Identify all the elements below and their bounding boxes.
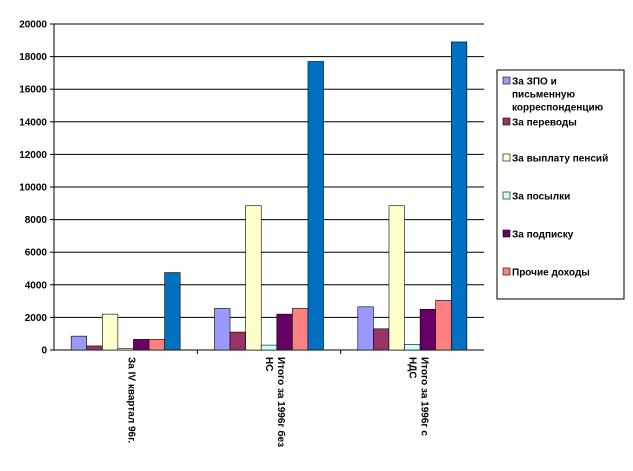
bar bbox=[117, 348, 134, 351]
bar bbox=[450, 41, 468, 351]
bar bbox=[164, 272, 181, 351]
legend-entry: За переводы bbox=[512, 118, 577, 129]
y-tick-label: 2000 bbox=[25, 313, 48, 324]
legend-swatch bbox=[502, 76, 511, 85]
category-label: Итого за 1996г с bbox=[418, 357, 429, 436]
legend-entry: За посылки bbox=[512, 192, 570, 203]
bar bbox=[388, 205, 405, 351]
legend: За ЗПО и письменную корреспонденцию За пере… bbox=[496, 69, 625, 300]
y-tick-label: 18000 bbox=[19, 52, 47, 63]
y-tick-label: 14000 bbox=[19, 117, 47, 128]
category-label: Итого за 1996г без bbox=[275, 357, 287, 447]
legend-entry: письменную bbox=[512, 90, 575, 101]
legend-swatch bbox=[502, 267, 511, 276]
legend-entry: Прочие доходы bbox=[512, 268, 590, 279]
legend-entry: корреспонденцию bbox=[512, 103, 604, 114]
legend-box bbox=[496, 69, 625, 300]
bar bbox=[419, 308, 437, 351]
legend-swatch bbox=[502, 229, 511, 238]
axes bbox=[50, 23, 484, 354]
legend-swatch bbox=[502, 153, 511, 162]
y-tick-label: 10000 bbox=[19, 183, 47, 194]
legend-swatch bbox=[502, 191, 511, 200]
y-tick-labels: 0 2000 4000 6000 8000 10000 12000 14000 16000 180… bbox=[19, 20, 47, 357]
category-label: За IV квартал 96г. bbox=[126, 357, 137, 443]
bar bbox=[214, 308, 231, 351]
category-label: НДС bbox=[406, 357, 417, 379]
y-tick-label: 16000 bbox=[19, 85, 47, 96]
bar bbox=[260, 344, 278, 351]
category-label: НС bbox=[263, 357, 274, 371]
y-tick-label: 0 bbox=[41, 346, 47, 357]
bar bbox=[148, 339, 165, 351]
legend-entry: За ЗПО и bbox=[512, 77, 557, 88]
bar bbox=[133, 339, 150, 351]
bar bbox=[404, 343, 421, 351]
bar bbox=[373, 328, 390, 351]
bar bbox=[229, 331, 246, 351]
bar bbox=[276, 313, 293, 351]
bar bbox=[292, 308, 309, 351]
y-tick-label: 8000 bbox=[25, 215, 48, 226]
legend-entry: За выплату пенсий bbox=[512, 154, 608, 165]
bar bbox=[70, 335, 88, 351]
bar bbox=[101, 313, 119, 351]
y-tick-label: 4000 bbox=[25, 280, 48, 291]
bar bbox=[245, 205, 262, 351]
y-tick-label: 12000 bbox=[19, 150, 47, 161]
legend-swatch bbox=[502, 117, 511, 126]
legend-entry: За подписку bbox=[512, 230, 574, 241]
bar bbox=[86, 345, 103, 351]
bars bbox=[70, 41, 468, 351]
bar bbox=[307, 61, 324, 351]
bar bbox=[435, 299, 452, 351]
grid-lines bbox=[54, 23, 484, 318]
y-tick-label: 20000 bbox=[19, 20, 47, 31]
y-tick-label: 6000 bbox=[25, 248, 48, 259]
bar bbox=[357, 306, 374, 351]
